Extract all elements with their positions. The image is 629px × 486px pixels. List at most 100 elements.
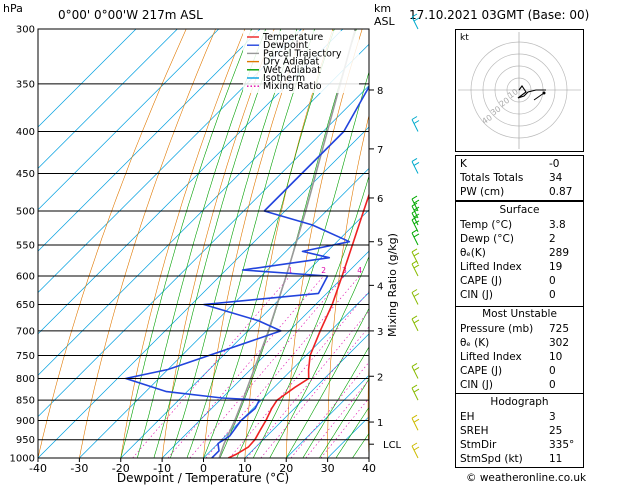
dewpoint-line [125, 85, 369, 458]
pressure-tick-label: 650 [16, 300, 35, 311]
surface-label: CAPE (J) [460, 275, 503, 287]
surface-label: Dewp (°C) [460, 233, 514, 245]
wind-barb [411, 219, 419, 233]
wind-barb-flag [411, 158, 418, 162]
most-unstable-row: Pressure (mb) 725 [456, 323, 583, 336]
wind-barb [411, 119, 419, 132]
datetime-label: 17.10.2021 03GMT (Base: 00) [409, 8, 590, 22]
index-value: 0.87 [549, 186, 573, 198]
isotherm-line [244, 333, 369, 458]
km-tick-label: 6 [377, 194, 383, 205]
wind-barb-flag [413, 199, 420, 204]
pressure-tick-label: 900 [16, 416, 35, 427]
mixing-ratio-line [246, 310, 369, 458]
wind-barb [411, 212, 419, 226]
wind-barb [411, 161, 419, 174]
surface-value: 19 [549, 261, 563, 273]
x-tick-label: -40 [29, 462, 47, 475]
dry-adiabat-line [445, 29, 455, 458]
pressure-tick-label: 700 [16, 326, 35, 337]
hodograph-stat-row: StmSpd (kt) 11 [456, 453, 583, 466]
hodograph-stat-label: EH [460, 411, 475, 423]
surface-title: Surface [499, 204, 540, 216]
wind-barb-flag [411, 384, 418, 389]
isotherm-line [203, 292, 369, 458]
dry-adiabat-line [203, 29, 304, 458]
hodograph-trace [517, 85, 546, 99]
km-tick-label: 4 [377, 281, 383, 292]
isotherm-line [38, 126, 369, 458]
most-unstable-label: θₑ (K) [460, 337, 490, 349]
copyright-label: © weatheronline.co.uk [466, 472, 587, 484]
legend-entry: Isotherm [263, 73, 305, 84]
wind-barb-flag [413, 220, 420, 225]
wind-barb-flag [413, 17, 420, 22]
wind-barb-flag [411, 116, 418, 120]
x-tick-label: -30 [70, 462, 88, 475]
pressure-tick-label: 500 [16, 207, 35, 218]
hodograph-stat-row: SREH 25 [456, 425, 583, 438]
wind-barb-flag [413, 388, 420, 393]
hodograph-stat-value: 335° [549, 439, 575, 451]
wind-barb-flag [411, 289, 418, 293]
pressure-tick-label: 550 [16, 240, 35, 251]
wind-barb [411, 387, 419, 401]
hodograph-stat-value: 11 [549, 453, 563, 465]
wet-adiabat-line [153, 29, 282, 458]
hodograph-stat-value: 25 [549, 425, 563, 437]
surface-row: Dewp (°C) 2 [456, 233, 583, 246]
x-tick-label: 20 [279, 462, 293, 475]
x-tick-label: -10 [153, 462, 171, 475]
hodograph-unit: kt [460, 33, 469, 43]
wind-barb-flag [413, 206, 420, 211]
index-label: Totals Totals [460, 172, 524, 184]
wind-barb-flag [413, 252, 420, 257]
wind-barb [411, 318, 419, 332]
index-label: PW (cm) [460, 186, 505, 198]
isotherm-line [38, 85, 369, 418]
pressure-tick-label: 400 [16, 127, 35, 138]
x-tick-label: 0 [200, 462, 207, 475]
most-unstable-value: 302 [549, 337, 570, 349]
pressure-tick-label: 300 [16, 25, 35, 36]
wet-adiabat-line [219, 29, 357, 458]
temperature-line [227, 192, 369, 458]
parcel-trajectory-line [218, 29, 357, 458]
wind-barb-flag [413, 293, 420, 297]
isotherm-line [38, 29, 344, 335]
wind-barb-flag [411, 315, 418, 320]
index-value: -0 [549, 158, 560, 170]
index-value: 34 [549, 172, 563, 184]
x-axis-label: Dewpoint / Temperature (°C) [117, 471, 289, 485]
isotherm-line [286, 374, 369, 458]
surface-value: 2 [549, 233, 556, 245]
most-unstable-row: CAPE (J) 0 [456, 365, 583, 378]
wind-barb-flag [411, 260, 418, 265]
hodograph-ring-label: 10 [506, 87, 520, 100]
wind-barb-flag [413, 264, 420, 269]
surface-row: CIN (J) 0 [456, 289, 583, 302]
wind-barb-flag [411, 414, 418, 419]
isotherm-line [38, 29, 302, 293]
pressure-tick-label: 1000 [10, 454, 35, 465]
km-tick-label: 1 [377, 418, 383, 429]
wind-barb [411, 198, 419, 212]
pressure-tick-label: 600 [16, 271, 35, 282]
index-row: PW (cm) 0.87 [456, 186, 583, 199]
wind-barb-flag [413, 367, 420, 371]
mixing-ratio-label: 16 [435, 266, 445, 275]
legend-box [243, 31, 359, 93]
wind-barb-flag [413, 418, 420, 423]
legend-entry: Parcel Trajectory [263, 48, 342, 59]
wind-barb [411, 263, 419, 277]
wind-barb [411, 445, 419, 459]
wind-barb-flag [411, 248, 418, 253]
most-unstable-row: θₑ (K) 302 [456, 337, 583, 350]
most-unstable-value: 725 [549, 323, 570, 335]
pressure-tick-label: 800 [16, 374, 35, 385]
surface-value: 0 [549, 275, 556, 287]
wind-barb-flag [413, 162, 420, 166]
dry-adiabat-line [38, 29, 187, 458]
most-unstable-label: CIN (J) [460, 379, 493, 391]
wind-barb-flag [413, 213, 420, 218]
